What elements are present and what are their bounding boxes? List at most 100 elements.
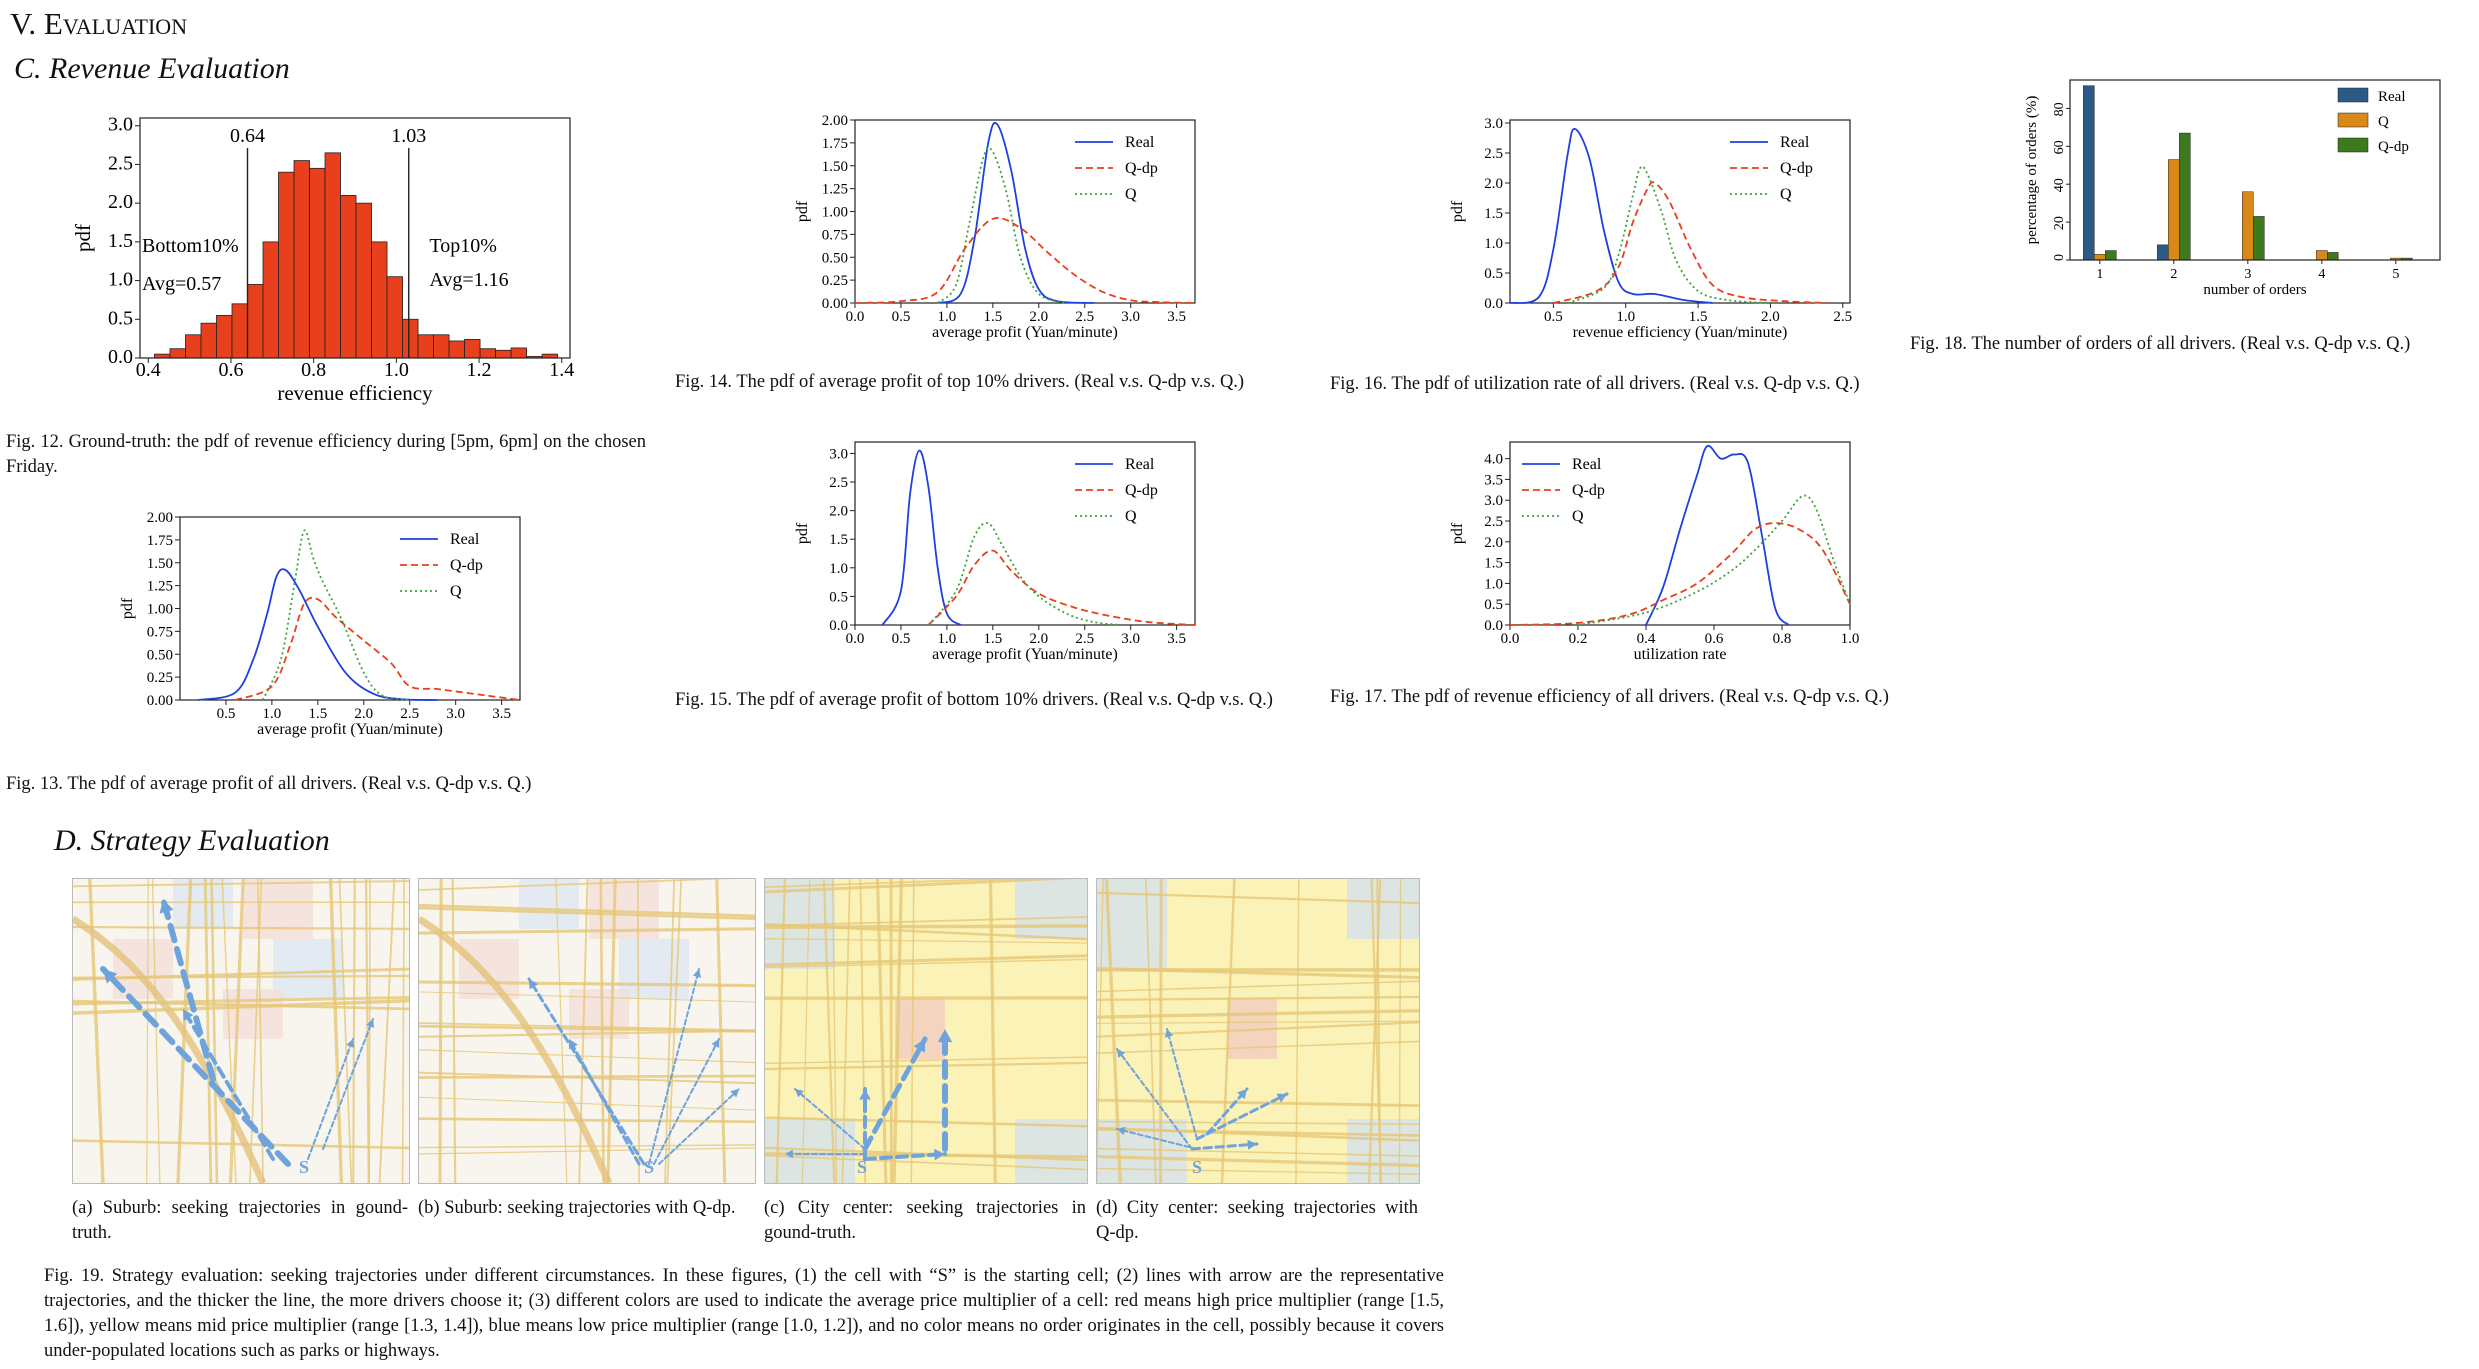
histogram-bar (324, 152, 341, 359)
map-road (765, 1056, 1087, 1065)
y-tick-label: 2.5 (1484, 146, 1503, 162)
y-axis-label: pdf (119, 597, 136, 619)
price-cell (1347, 1119, 1419, 1183)
trajectory-arrow (1116, 1048, 1193, 1150)
x-tick-label: 0.6 (218, 359, 243, 381)
y-tick-label: 60 (2052, 140, 2067, 154)
subcaption-c: (c) City center: seeking trajectories in… (764, 1198, 1086, 1243)
y-axis-label: pdf (794, 522, 811, 544)
plot-frame (854, 441, 1196, 626)
x-axis-label: average profit (Yuan/minute) (932, 324, 1118, 341)
y-tick-label: 1.50 (822, 159, 848, 175)
map-road (73, 925, 409, 930)
x-axis-label: revenue efficiency (277, 381, 433, 405)
fig14-caption: Fig. 14. The pdf of average profit of to… (675, 372, 1245, 392)
x-tick-label: 1 (2096, 267, 2103, 282)
trajectory-arrowhead (529, 979, 539, 990)
series-line-real (1645, 444, 1790, 626)
trajectory-arrow (322, 1018, 374, 1150)
map-road (892, 879, 904, 1183)
x-tick-label: 3 (2244, 267, 2251, 282)
fig16-caption: Fig. 16. The pdf of utilization rate of … (1330, 374, 1860, 394)
map-road (1097, 1120, 1419, 1126)
series-line-real (881, 449, 962, 626)
subcaption-d: (d) City center: seeking trajectories wi… (1096, 1198, 1418, 1243)
y-tick-label: 0.75 (147, 624, 173, 640)
fig18-chart: 1 2 3 4 5 0 20 40 60 80 number of orders percentage… (2024, 79, 2441, 298)
y-tick-label: 0.25 (822, 273, 848, 289)
trajectory-arrow (100, 966, 291, 1167)
trajectory-arrow (181, 1007, 275, 1161)
trajectory-arrowhead (1247, 1139, 1257, 1150)
trajectory-arrowhead (103, 969, 118, 984)
bar-q-dp (2327, 252, 2339, 261)
y-tick-label: 0.5 (1484, 266, 1503, 282)
map-road (419, 1147, 755, 1155)
map-road (765, 879, 1022, 889)
histogram-bar (510, 347, 527, 359)
histogram-bar (309, 167, 326, 359)
map-road (151, 879, 161, 1183)
trajectory-arrowhead (1164, 1029, 1174, 1038)
map-road (73, 999, 409, 1011)
map-road (765, 1061, 1087, 1071)
x-tick-label: 0.6 (1705, 631, 1724, 647)
legend-label: Real (450, 531, 480, 548)
y-tick-label: 80 (2052, 102, 2067, 116)
bar-q-dp (2179, 132, 2191, 261)
trajectory-arrowhead (346, 1039, 355, 1048)
map-road (765, 1154, 1087, 1171)
x-axis-label: average profit (Yuan/minute) (932, 646, 1118, 663)
x-tick-label: 2.0 (354, 706, 373, 722)
map-road (73, 1139, 409, 1150)
trajectory-arrow (527, 977, 646, 1166)
histogram-bar (433, 334, 450, 359)
fig12-caption: Fig. 12. Ground-truth: the pdf of revenu… (6, 432, 646, 477)
trajectory-arrowhead (934, 1148, 945, 1161)
y-tick-label: 0 (2052, 254, 2067, 261)
histogram-bar (231, 303, 248, 359)
x-tick-label: 3.5 (1167, 631, 1186, 647)
y-tick-label: 0.0 (1484, 618, 1503, 634)
trajectory-arrowhead (366, 1019, 375, 1028)
y-tick-label: 1.0 (1484, 576, 1503, 592)
fig13-chart: 0.5 1.0 1.5 2.0 2.5 3.0 3.5 0.00 0.25 0.50 0.75 1.0… (119, 510, 521, 738)
series-line-q (937, 146, 1067, 304)
histogram-bar (464, 339, 481, 359)
map-road (636, 879, 640, 1183)
x-tick-label: 1.5 (983, 631, 1002, 647)
map-suburb-qdp: S (418, 878, 756, 1184)
map-road (831, 879, 838, 1183)
histogram-bar (200, 322, 217, 359)
y-tick-label: 0.00 (822, 296, 848, 312)
y-tick-label: 0.5 (829, 589, 848, 605)
trajectory-arrowhead (711, 1039, 720, 1048)
map-road (765, 954, 1087, 967)
trajectory-arrowhead (692, 969, 702, 978)
y-tick-label: 40 (2052, 178, 2067, 192)
map-road (419, 991, 755, 1003)
map-road (875, 879, 888, 1183)
y-tick-label: 0.25 (147, 670, 173, 686)
x-tick-label: 1.2 (467, 359, 492, 381)
subsection-title-c: C. Revenue Evaluation (14, 52, 290, 85)
trajectory-arrow (658, 1088, 740, 1165)
trajectory-arrow (1195, 1092, 1289, 1141)
map-road (1097, 1147, 1419, 1157)
fig18-caption: Fig. 18. The number of orders of all dri… (1910, 334, 2411, 354)
legend-label: Q (1572, 508, 1584, 525)
trajectory-arrow (1190, 1142, 1259, 1151)
y-tick-label: 2.0 (108, 191, 133, 213)
fig12-chart: 0.4 0.6 0.8 1.0 1.2 1.4 0.0 0.5 1.0 1.5 2.0 2.5 3.0 r… (71, 114, 574, 405)
y-tick-label: 0.50 (822, 250, 848, 266)
y-tick-label: 3.0 (1484, 116, 1503, 132)
x-tick-label: 1.0 (263, 706, 282, 722)
x-tick-label: 0.5 (217, 706, 236, 722)
x-tick-label: 2.0 (1761, 309, 1780, 325)
map-road (228, 879, 245, 1183)
y-tick-label: 0.00 (147, 693, 173, 709)
x-tick-label: 2.0 (1029, 631, 1048, 647)
x-tick-label: 3.5 (1167, 309, 1186, 325)
map-road (221, 879, 237, 1183)
legend-label: Q-dp (1572, 482, 1605, 499)
